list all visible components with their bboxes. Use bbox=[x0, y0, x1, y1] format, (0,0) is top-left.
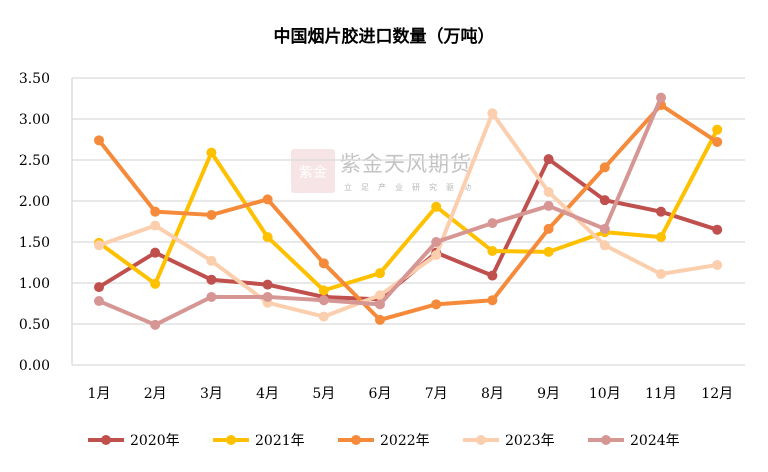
data-point bbox=[262, 291, 273, 302]
data-point bbox=[487, 218, 498, 229]
legend-marker bbox=[101, 435, 111, 445]
data-point bbox=[206, 147, 217, 158]
legend-marker bbox=[351, 435, 361, 445]
data-point bbox=[599, 162, 610, 173]
data-point bbox=[94, 135, 104, 146]
data-point bbox=[150, 278, 161, 289]
data-point bbox=[318, 311, 329, 322]
data-point bbox=[150, 319, 161, 330]
data-point bbox=[262, 232, 273, 243]
data-point bbox=[150, 206, 161, 217]
x-tick-label: 3月 bbox=[200, 386, 223, 402]
data-point bbox=[375, 268, 385, 279]
x-tick-label: 1月 bbox=[88, 386, 111, 402]
data-point bbox=[431, 250, 442, 261]
x-tick-label: 12月 bbox=[701, 386, 733, 402]
data-point bbox=[543, 223, 554, 234]
x-tick-label: 5月 bbox=[312, 386, 335, 402]
legend-marker bbox=[476, 435, 486, 445]
svg-text:紫金: 紫金 bbox=[299, 165, 327, 181]
data-point bbox=[656, 206, 666, 217]
y-tick-label: 2.00 bbox=[19, 194, 50, 210]
data-point bbox=[599, 240, 610, 251]
legend-label: 2020年 bbox=[130, 433, 180, 449]
data-point bbox=[487, 295, 498, 306]
legend-label: 2022年 bbox=[380, 433, 430, 449]
y-tick-label: 3.00 bbox=[19, 112, 50, 128]
data-point bbox=[206, 291, 217, 302]
y-tick-label: 1.00 bbox=[19, 276, 50, 292]
watermark-slogan: 立足产业研究驱动 bbox=[344, 183, 480, 192]
data-point bbox=[656, 92, 666, 103]
series-line-2021年 bbox=[97, 128, 719, 293]
x-tick-label: 10月 bbox=[589, 386, 621, 402]
data-point bbox=[656, 232, 666, 243]
data-point bbox=[375, 299, 385, 310]
data-point bbox=[318, 258, 329, 269]
data-point bbox=[431, 201, 442, 212]
chart-title: 中国烟片胶进口数量（万吨） bbox=[273, 27, 495, 47]
x-tick-label: 6月 bbox=[369, 386, 392, 402]
x-tick-label: 2月 bbox=[144, 386, 167, 402]
data-point bbox=[712, 124, 723, 135]
data-point bbox=[487, 270, 498, 281]
x-tick-label: 4月 bbox=[256, 386, 279, 402]
data-point bbox=[318, 285, 329, 296]
legend-label: 2021年 bbox=[255, 433, 305, 449]
data-point bbox=[543, 200, 554, 211]
data-point bbox=[599, 195, 610, 206]
data-point bbox=[712, 259, 723, 270]
data-point bbox=[599, 223, 610, 234]
data-point bbox=[318, 295, 329, 306]
data-point bbox=[487, 108, 498, 119]
y-tick-label: 3.50 bbox=[19, 71, 50, 87]
data-point bbox=[94, 296, 104, 307]
data-point bbox=[262, 279, 273, 290]
data-point bbox=[431, 299, 442, 310]
data-point bbox=[712, 224, 723, 235]
y-tick-label: 2.50 bbox=[19, 153, 50, 169]
data-point bbox=[543, 246, 554, 257]
x-tick-label: 11月 bbox=[645, 386, 677, 402]
watermark-name: 紫金天风期货 bbox=[340, 152, 472, 176]
data-point bbox=[206, 209, 217, 220]
data-point bbox=[543, 186, 554, 197]
y-tick-label: 0.00 bbox=[19, 358, 50, 374]
x-tick-label: 7月 bbox=[425, 386, 448, 402]
data-point bbox=[206, 274, 217, 285]
series-line-2022年 bbox=[97, 103, 719, 322]
data-point bbox=[375, 290, 385, 301]
y-tick-label: 0.50 bbox=[19, 317, 50, 333]
data-point bbox=[656, 268, 666, 279]
x-tick-label: 8月 bbox=[481, 386, 504, 402]
legend-label: 2023年 bbox=[505, 433, 555, 449]
data-point bbox=[543, 154, 554, 165]
data-point bbox=[375, 314, 385, 325]
data-point bbox=[431, 237, 442, 247]
data-point bbox=[262, 194, 273, 205]
legend-marker bbox=[601, 435, 611, 445]
data-point bbox=[94, 282, 104, 293]
x-tick-label: 9月 bbox=[537, 386, 560, 402]
y-tick-label: 1.50 bbox=[19, 235, 50, 251]
data-point bbox=[206, 255, 217, 266]
data-point bbox=[150, 220, 161, 231]
legend-marker bbox=[226, 435, 236, 445]
legend-label: 2024年 bbox=[630, 433, 680, 449]
data-point bbox=[487, 246, 498, 257]
data-point bbox=[712, 136, 723, 147]
data-point bbox=[94, 240, 104, 251]
data-point bbox=[150, 247, 161, 258]
